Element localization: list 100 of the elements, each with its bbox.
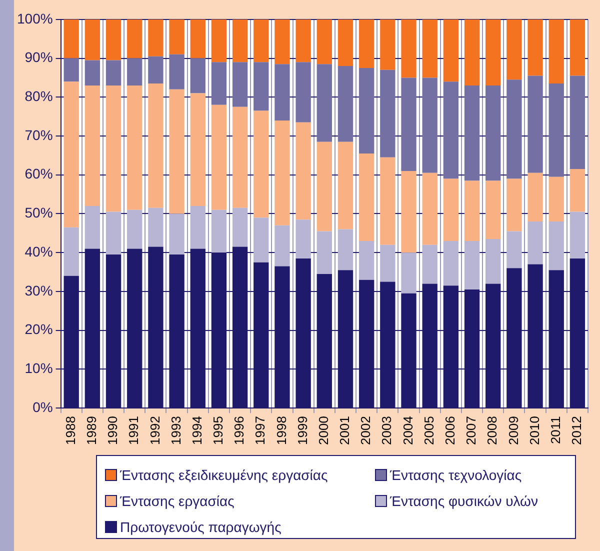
- x-tick-label: 2007: [464, 416, 479, 445]
- bar: [254, 110, 269, 218]
- bar: [443, 178, 459, 241]
- x-tick-label: 2012: [569, 416, 584, 445]
- bar: [148, 56, 164, 84]
- bar: [548, 176, 564, 222]
- x-tick-label: 1988: [62, 416, 78, 445]
- bar: [84, 206, 100, 249]
- y-tick-label: 20%: [24, 321, 53, 338]
- bar: [401, 170, 416, 253]
- legend-label: Πρωτογενούς παραγωγής: [119, 518, 282, 537]
- bar: [211, 104, 227, 210]
- y-tick-label: 60%: [24, 166, 53, 182]
- x-tick-label: 1996: [232, 416, 247, 445]
- x-tick-label: 1997: [252, 416, 268, 445]
- bar: [548, 19, 564, 84]
- bar: [296, 19, 311, 62]
- x-tick-label: 2001: [337, 416, 352, 445]
- bar: [232, 19, 248, 62]
- bar: [254, 62, 269, 111]
- bar: [127, 85, 142, 210]
- x-tick-label: 2008: [484, 416, 500, 445]
- bar: [254, 218, 269, 262]
- x-tick-label: 2004: [400, 416, 416, 445]
- x-tick-label: 1991: [126, 416, 142, 445]
- bar: [274, 225, 290, 266]
- legend-label: Έντασης εργασίας: [119, 492, 236, 511]
- bar: [169, 89, 184, 214]
- bar: [570, 212, 586, 258]
- x-tick-label: 1992: [147, 416, 162, 445]
- bar: [338, 229, 354, 270]
- bar: [106, 19, 122, 60]
- x-tick-label: 2009: [506, 416, 521, 445]
- bar: [106, 60, 122, 86]
- bar: [506, 80, 522, 179]
- y-tick-label: 40%: [24, 243, 53, 260]
- bar: [211, 62, 227, 105]
- y-tick-label: 80%: [24, 88, 53, 104]
- bar: [127, 210, 142, 249]
- legend-label: Έντασης εξειδικευμένης εργασίας: [119, 466, 329, 485]
- bar: [316, 231, 332, 274]
- bar: [64, 82, 79, 228]
- x-tick-label: 2002: [358, 416, 374, 445]
- bar: [422, 78, 438, 173]
- bar: [148, 19, 164, 56]
- bar: [464, 240, 480, 290]
- bar: [506, 178, 522, 232]
- bar: [148, 84, 164, 208]
- bar: [528, 172, 543, 222]
- bar: [548, 84, 564, 177]
- bar: [358, 240, 374, 280]
- bar: [338, 142, 354, 230]
- bar: [211, 19, 227, 62]
- bar: [127, 58, 142, 86]
- legend-label: Έντασης τεχνολογίας: [389, 466, 523, 485]
- bar: [358, 68, 374, 154]
- bar: [528, 19, 543, 76]
- bar: [570, 169, 586, 212]
- bar: [464, 180, 480, 241]
- bar: [443, 82, 459, 179]
- bar: [443, 240, 459, 286]
- bar: [169, 19, 184, 54]
- bar: [64, 19, 79, 58]
- bar: [64, 227, 79, 276]
- bar: [570, 19, 586, 76]
- bar: [380, 157, 396, 245]
- bar: [106, 212, 122, 255]
- x-tick-label: 1990: [105, 416, 120, 445]
- bar: [486, 180, 501, 240]
- bar: [232, 208, 248, 247]
- bar: [106, 85, 122, 212]
- bar: [443, 19, 459, 82]
- bar: [401, 19, 416, 78]
- y-tick-label: 100%: [16, 10, 53, 26]
- bar: [169, 214, 184, 255]
- bar: [358, 153, 374, 241]
- bar: [190, 19, 206, 58]
- x-tick-label: 1995: [210, 416, 226, 445]
- bar: [338, 66, 354, 142]
- x-tick-label: 1989: [84, 416, 100, 445]
- bar: [570, 76, 586, 170]
- bar: [548, 222, 564, 270]
- bar: [486, 19, 501, 86]
- bar: [464, 19, 480, 86]
- x-tick-label: 1999: [294, 416, 310, 445]
- bar: [232, 106, 248, 208]
- bar: [274, 120, 290, 226]
- bar: [380, 19, 396, 70]
- y-tick-label: 50%: [24, 204, 53, 221]
- bar: [169, 54, 184, 90]
- x-tick-label: 2006: [442, 416, 458, 445]
- y-tick-label: 10%: [24, 360, 53, 376]
- bar: [316, 19, 332, 64]
- bar: [338, 19, 354, 66]
- bar: [127, 19, 142, 58]
- bar: [486, 239, 501, 284]
- bar: [506, 231, 522, 268]
- bar: [358, 19, 374, 68]
- bar: [486, 85, 501, 181]
- bar: [401, 252, 416, 294]
